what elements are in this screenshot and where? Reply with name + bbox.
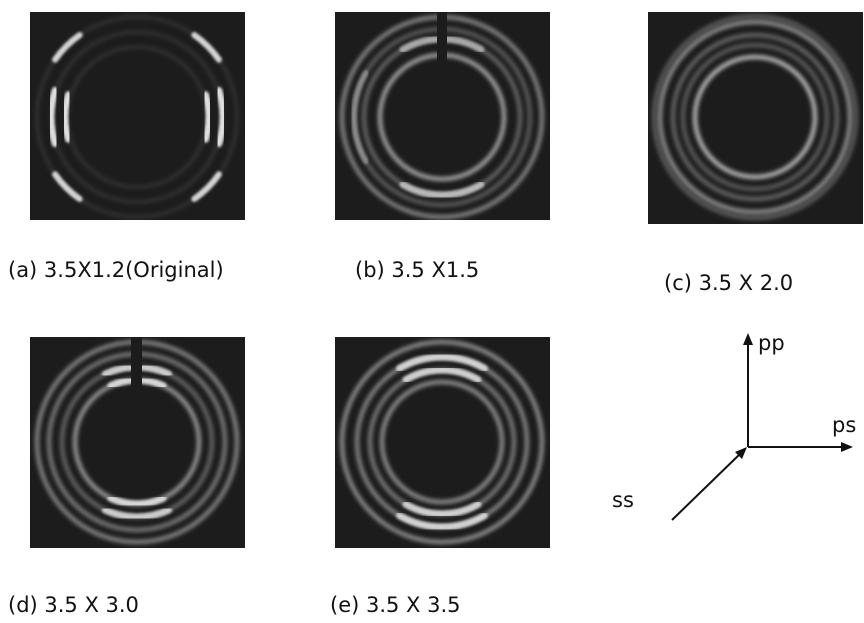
axes-diagram	[672, 333, 853, 520]
caption: (d) 3.5 X 3.0	[8, 593, 139, 617]
beam-stop	[131, 337, 142, 419]
diffraction-arc	[65, 95, 69, 139]
axis-label: ss	[612, 488, 634, 512]
pattern-c	[648, 12, 863, 224]
axis-line	[672, 453, 741, 520]
pattern-b	[335, 12, 550, 220]
beam-stop	[437, 12, 447, 62]
caption: (b) 3.5 X1.5	[355, 258, 479, 282]
axis-label: ps	[832, 413, 856, 437]
arrowhead	[841, 442, 853, 452]
caption: (e) 3.5 X 3.5	[330, 593, 461, 617]
diffraction-arc	[205, 95, 209, 139]
pattern-d	[30, 337, 245, 548]
caption: (c) 3.5 X 2.0	[664, 271, 793, 295]
caption: (a) 3.5X1.2(Original)	[8, 258, 224, 282]
pattern-e	[335, 337, 550, 548]
arrowhead	[743, 333, 753, 345]
figure: (a) 3.5X1.2(Original) (b) 3.5 X1.5 (c) 3…	[0, 0, 864, 623]
pattern-a	[30, 12, 245, 220]
axis-label: pp	[758, 331, 785, 355]
